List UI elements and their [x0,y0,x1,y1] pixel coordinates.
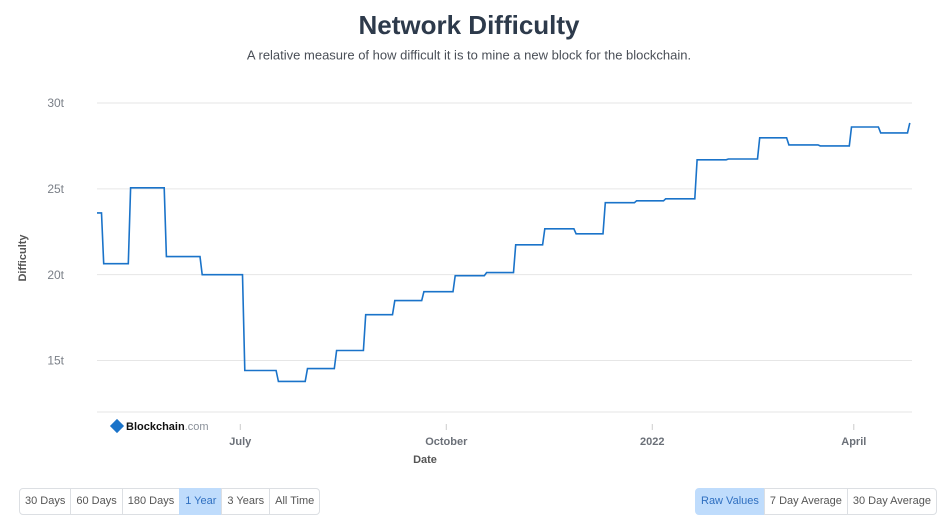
logo-icon [109,418,125,434]
toggle-button[interactable]: 60 Days [70,488,123,515]
x-tick-label: 2022 [640,436,664,448]
x-tick-label: July [229,436,252,448]
x-tick-label: October [425,436,468,448]
chart: Network Difficulty A relative measure of… [17,10,912,466]
chart-subtitle: A relative measure of how difficult it i… [247,47,691,62]
y-tick-label: 15t [47,354,64,368]
toggle-button[interactable]: 30 Days [19,488,72,515]
x-axis-title: Date [413,454,437,466]
y-tick-label: 25t [47,182,64,196]
toggle-button[interactable]: All Time [269,488,321,515]
watermark-name: Blockchain [126,421,185,433]
toggle-button[interactable]: 30 Day Average [846,488,937,515]
data-line [97,122,911,383]
toggle-button[interactable]: 1 Year [179,488,223,515]
period-buttons: 30 Days 60 Days 180 Days 1 Year 3 Years All T… [19,488,321,515]
y-tick-label: 20t [47,268,64,282]
toggle-button[interactable]: 3 Years [221,488,271,515]
y-tick-label: 30t [47,96,64,110]
x-tick-label: April [841,436,866,448]
toggle-button[interactable]: Raw Values [695,488,765,515]
watermark-suffix: .com [185,421,209,433]
y-axis-title: Difficulty [17,234,29,282]
toggle-button[interactable]: 180 Days [121,488,181,515]
average-buttons: Raw Values 7 Day Average 30 Day Average [695,488,937,515]
toggle-button[interactable]: 7 Day Average [763,488,848,515]
watermark: Blockchain.com [126,421,209,433]
chart-title: Network Difficulty [358,10,580,40]
